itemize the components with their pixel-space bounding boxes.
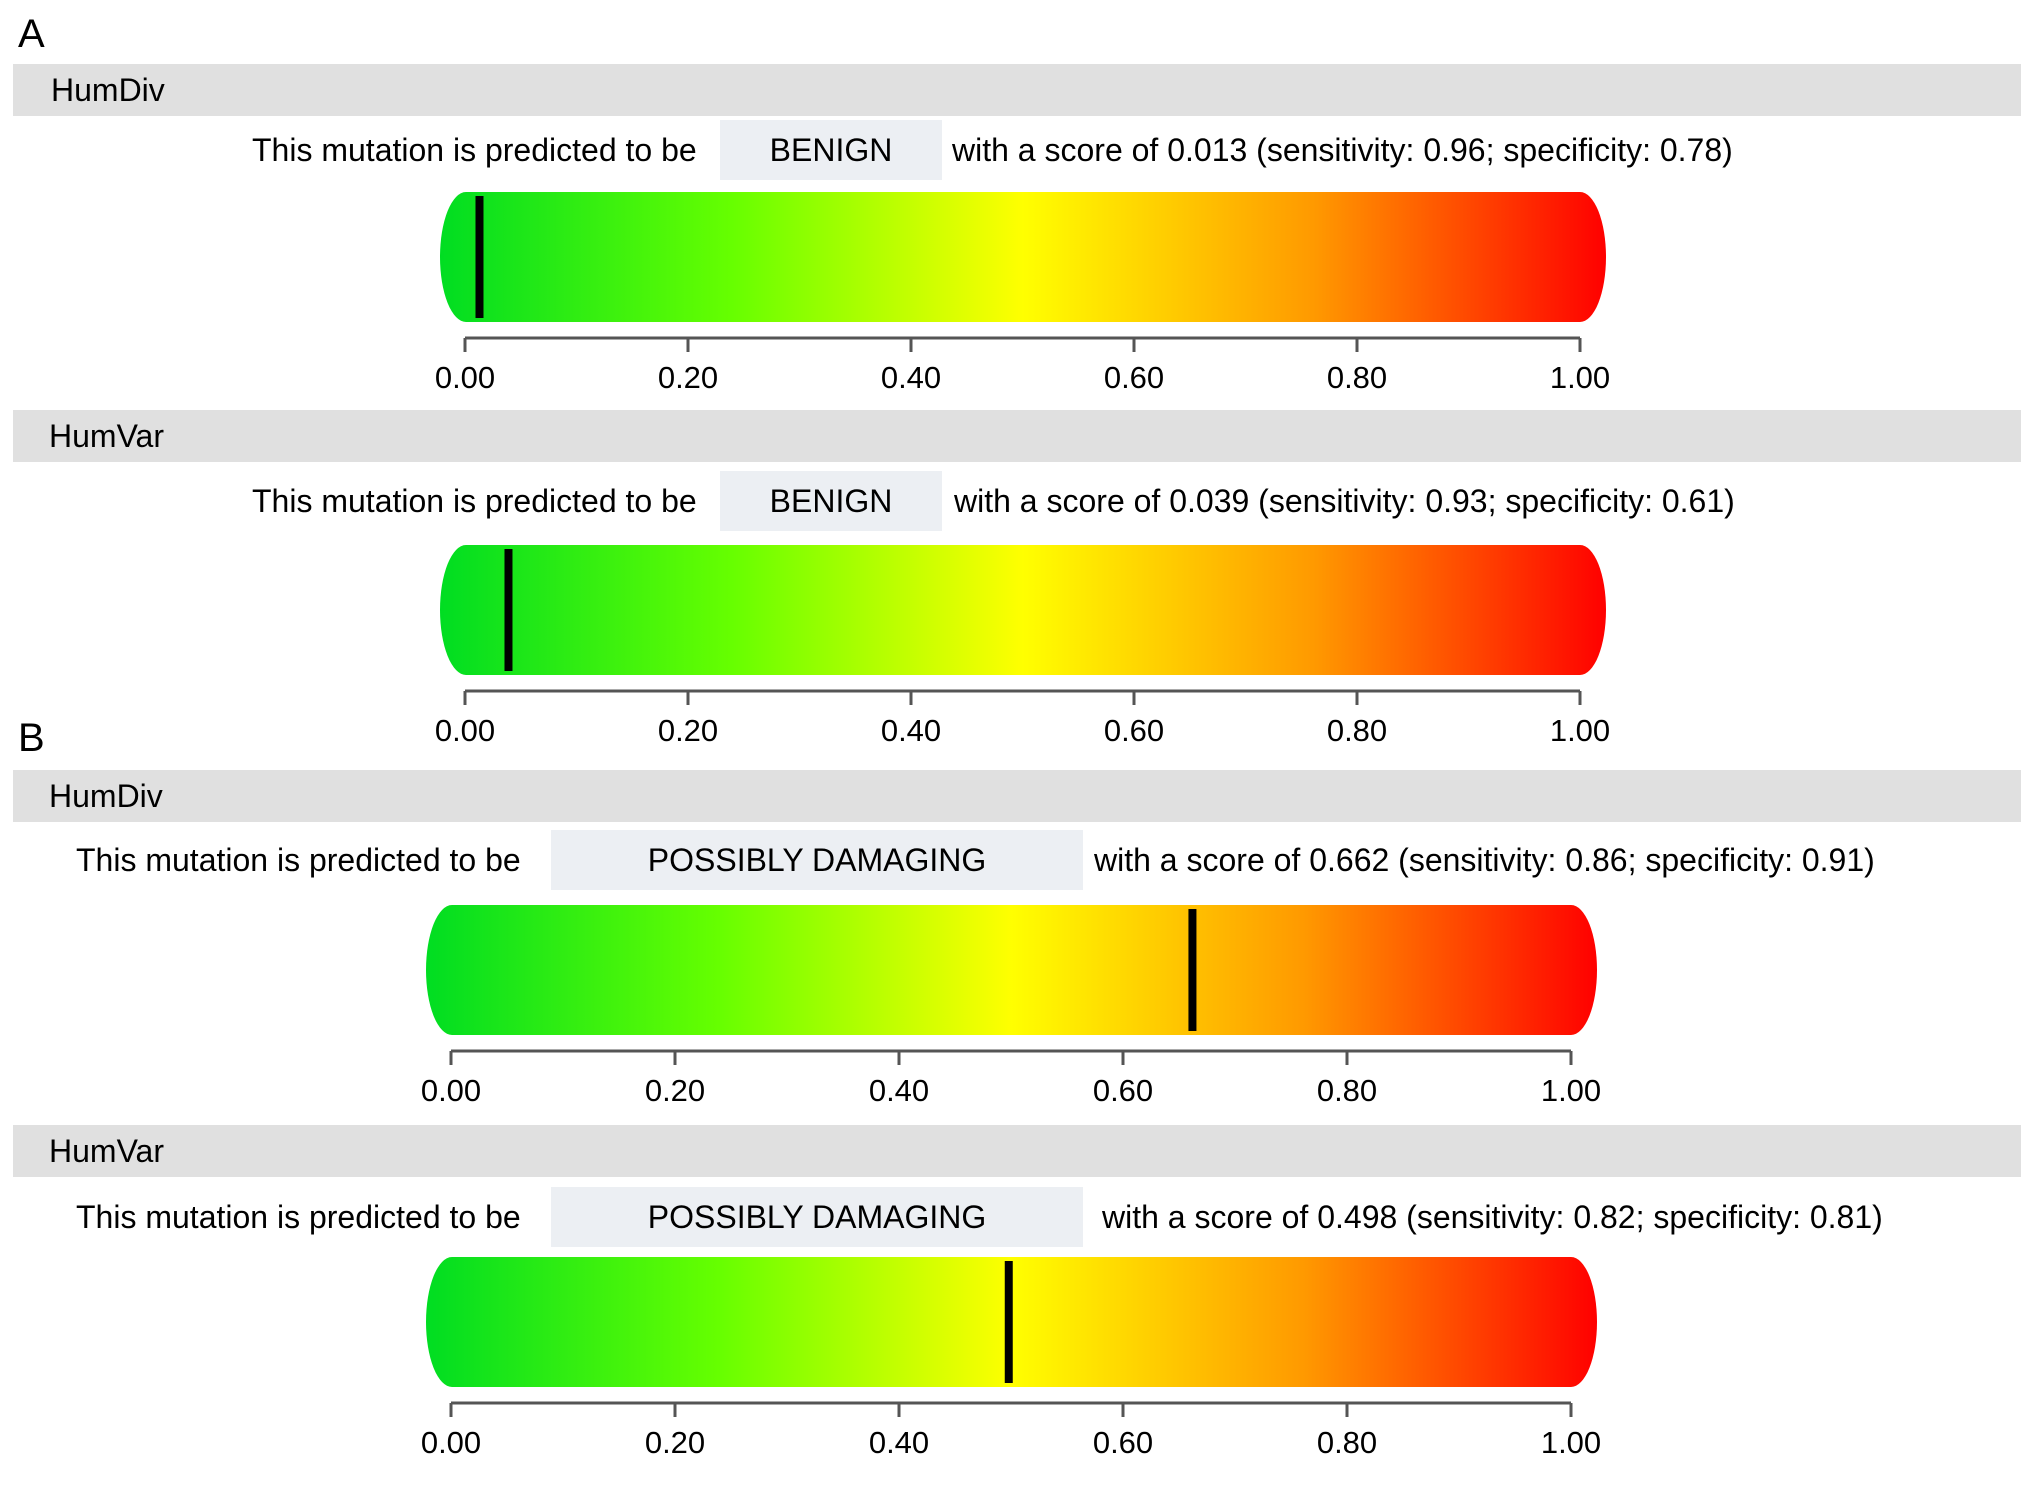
- tick-label: 0.60: [1104, 360, 1164, 395]
- prediction-label: BENIGN: [720, 120, 942, 180]
- tick-label: 0.20: [658, 360, 718, 395]
- tick-label: 1.00: [1541, 1425, 1601, 1460]
- section-header: HumDiv: [13, 770, 2021, 822]
- score-gauge: 0.00 0.20 0.40 0.60 0.80 1.00: [435, 192, 1610, 395]
- tick-label: 1.00: [1541, 1073, 1601, 1108]
- prediction-prefix: This mutation is predicted to be: [252, 483, 697, 519]
- section-header: HumVar: [13, 410, 2021, 462]
- tick-label: 0.80: [1327, 713, 1387, 748]
- tick-label: 0.20: [645, 1425, 705, 1460]
- prediction-label: POSSIBLY DAMAGING: [551, 1187, 1083, 1247]
- section-header-label: HumDiv: [51, 72, 165, 108]
- prediction-prefix: This mutation is predicted to be: [252, 132, 697, 168]
- tick-label: 0.80: [1327, 360, 1387, 395]
- tick-label: 1.00: [1550, 360, 1610, 395]
- tick-label: 0.40: [881, 360, 941, 395]
- prediction-row: This mutation is predicted to be POSSIBL…: [0, 830, 2032, 890]
- tick-label: 0.60: [1093, 1425, 1153, 1460]
- tick-label: 0.40: [869, 1073, 929, 1108]
- prediction-prefix: This mutation is predicted to be: [76, 842, 521, 878]
- section-header-label: HumVar: [49, 418, 164, 454]
- prediction-label: POSSIBLY DAMAGING: [551, 830, 1083, 890]
- prediction-row: This mutation is predicted to be BENIGN …: [0, 471, 2032, 531]
- tick-label: 0.00: [435, 360, 495, 395]
- prediction-score-text: with a score of 0.039 (sensitivity: 0.93…: [954, 483, 1735, 519]
- tick-label: 0.80: [1317, 1073, 1377, 1108]
- tick-label: 0.00: [421, 1073, 481, 1108]
- gauge-bar: [440, 192, 1606, 322]
- tick-label: 0.40: [869, 1425, 929, 1460]
- prediction-score-text: with a score of 0.013 (sensitivity: 0.96…: [952, 132, 1733, 168]
- gauge-bar: [426, 905, 1597, 1035]
- prediction-label: BENIGN: [720, 471, 942, 531]
- section-header-label: HumDiv: [49, 778, 163, 814]
- tick-label: 0.60: [1104, 713, 1164, 748]
- panel-label-b: B: [18, 716, 45, 760]
- tick-label: 1.00: [1550, 713, 1610, 748]
- tick-label: 0.00: [421, 1425, 481, 1460]
- score-gauge: 0.00 0.20 0.40 0.60 0.80 1.00: [421, 1257, 1601, 1460]
- section-header: HumVar: [13, 1125, 2021, 1177]
- tick-label: 0.20: [658, 713, 718, 748]
- prediction-row: This mutation is predicted to be BENIGN …: [0, 120, 2032, 180]
- tick-label: 0.40: [881, 713, 941, 748]
- gauge-bar: [440, 545, 1606, 675]
- tick-label: 0.60: [1093, 1073, 1153, 1108]
- score-gauge: 0.00 0.20 0.40 0.60 0.80 1.00: [435, 545, 1610, 748]
- prediction-row: This mutation is predicted to be POSSIBL…: [0, 1187, 2032, 1247]
- section-header: HumDiv: [13, 64, 2021, 116]
- prediction-score-text: with a score of 0.662 (sensitivity: 0.86…: [1094, 842, 1875, 878]
- prediction-prefix: This mutation is predicted to be: [76, 1199, 521, 1235]
- tick-label: 0.20: [645, 1073, 705, 1108]
- panel-label-a: A: [18, 12, 45, 56]
- score-gauge: 0.00 0.20 0.40 0.60 0.80 1.00: [421, 905, 1601, 1108]
- prediction-score-text: with a score of 0.498 (sensitivity: 0.82…: [1102, 1199, 1883, 1235]
- tick-label: 0.80: [1317, 1425, 1377, 1460]
- tick-label: 0.00: [435, 713, 495, 748]
- section-header-label: HumVar: [49, 1133, 164, 1169]
